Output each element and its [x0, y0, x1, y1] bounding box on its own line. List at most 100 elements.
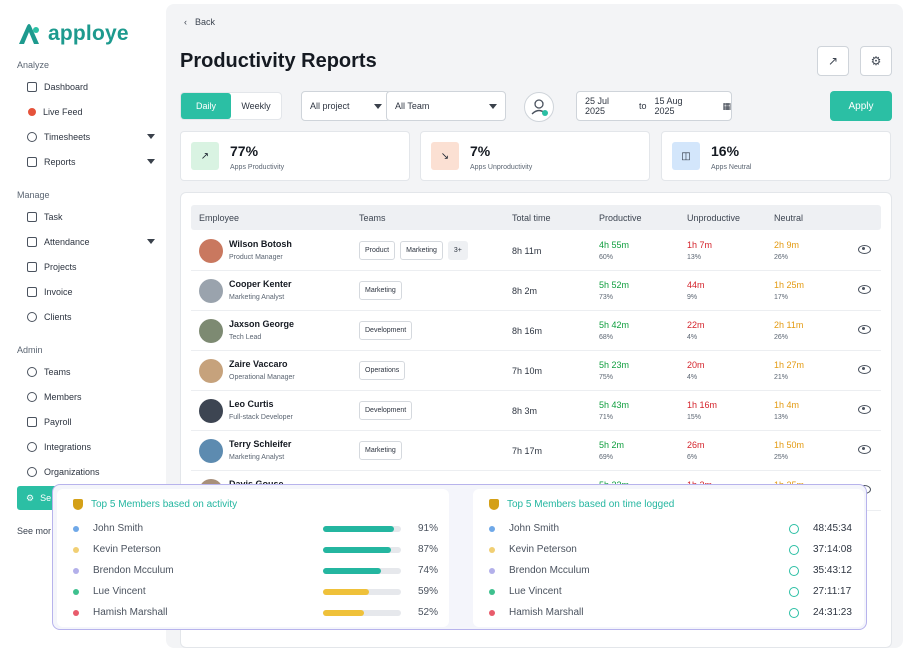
table-row: Terry Schleifer Marketing Analyst Marketin…	[191, 431, 881, 471]
chevron-down-icon	[147, 239, 155, 244]
members-icon	[27, 392, 37, 402]
stat-card-unproductivity: ↘ 7% Apps Unproductivity	[420, 131, 650, 181]
productive-cell: 4h 55m 60%	[599, 240, 630, 261]
eye-icon[interactable]	[858, 365, 871, 374]
eye-icon[interactable]	[858, 285, 871, 294]
user-icon	[531, 99, 548, 116]
clock-icon	[789, 587, 799, 597]
list-item: Lue Vincent 27:11:17	[489, 586, 851, 600]
sidebar-item-task[interactable]: Task	[27, 208, 157, 226]
payroll-icon	[27, 417, 37, 427]
employee-role: Tech Lead	[229, 334, 262, 341]
activity-bar-fill	[323, 589, 370, 595]
total-time: 8h 16m	[512, 326, 543, 336]
productive-cell: 5h 23m 75%	[599, 360, 630, 381]
team-chip: Marketing	[400, 241, 443, 260]
employee-name[interactable]: Terry Schleifer	[229, 439, 292, 449]
unproductive-cell: 22m 4%	[687, 320, 705, 341]
see-more-link[interactable]: See mor	[17, 526, 52, 536]
team-chips: Operations	[359, 361, 406, 380]
sidebar-item-organizations[interactable]: Organizations	[27, 463, 157, 481]
date-range-picker[interactable]: 25 Jul 2025 to 15 Aug 2025 ▦	[576, 91, 732, 121]
list-item: Brendon Mcculum 74%	[73, 565, 438, 579]
apply-button[interactable]: Apply	[830, 91, 892, 121]
avatar	[199, 399, 223, 423]
unproductive-cell: 26m 6%	[687, 440, 705, 461]
team-chip: Operations	[359, 361, 406, 380]
clock-icon	[789, 545, 799, 555]
eye-icon[interactable]	[858, 245, 871, 254]
project-dropdown[interactable]: All project	[301, 91, 391, 121]
weekly-tab[interactable]: Weekly	[241, 101, 271, 111]
stat-card-productivity: ↗ 77% Apps Productivity	[180, 131, 410, 181]
team-chips: Development	[359, 401, 413, 420]
unproductive-cell: 1h 16m 15%	[687, 400, 718, 421]
activity-title: Top 5 Members based on activity	[73, 499, 237, 510]
activity-bar	[323, 610, 401, 616]
sidebar-item-payroll[interactable]: Payroll	[27, 413, 157, 431]
eye-icon[interactable]	[858, 325, 871, 334]
team-chips: Product Marketing 3+	[359, 241, 468, 260]
trend-up-icon: ↗	[191, 142, 219, 170]
calendar-icon: ▦	[722, 100, 731, 111]
activity-bar-fill	[323, 568, 381, 574]
table-row: Leo Curtis Full-stack Developer Developmen…	[191, 391, 881, 431]
eye-icon[interactable]	[858, 405, 871, 414]
report-icon	[27, 157, 37, 167]
team-chip: 3+	[447, 241, 468, 260]
list-item: Brendon Mcculum 35:43:12	[489, 565, 852, 579]
employee-name[interactable]: Jaxson George	[229, 319, 295, 329]
avatar	[199, 319, 223, 343]
daily-tab[interactable]: Daily	[181, 93, 231, 119]
team-chips: Marketing	[359, 281, 402, 300]
neutral-cell: 1h 50m 25%	[774, 440, 805, 461]
page-title: Productivity Reports	[180, 50, 377, 72]
employee-name[interactable]: Zaire Vaccaro	[229, 359, 288, 369]
list-item: John Smith 48:45:34	[489, 523, 852, 537]
clock-icon	[27, 132, 37, 142]
dashboard-icon	[27, 82, 37, 92]
back-link[interactable]: ‹ Back	[184, 17, 216, 27]
sidebar-item-dashboard[interactable]: Dashboard	[27, 78, 157, 96]
sidebar-item-reports[interactable]: Reports	[27, 153, 157, 171]
chevron-down-icon	[147, 159, 155, 164]
employee-name[interactable]: Wilson Botosh	[229, 239, 292, 249]
employee-name[interactable]: Leo Curtis	[229, 399, 274, 409]
clients-icon	[27, 312, 37, 322]
settings-button[interactable]: ⚙	[860, 46, 892, 76]
brand-logo[interactable]: apploye	[16, 22, 129, 46]
unproductive-cell: 44m 9%	[687, 280, 705, 301]
list-item: Kevin Peterson 37:14:08	[489, 544, 852, 558]
sidebar-item-timesheets[interactable]: Timesheets	[27, 128, 157, 146]
neutral-cell: 1h 27m 21%	[774, 360, 805, 381]
stat-card-neutral: ◫ 16% Apps Neutral	[661, 131, 891, 181]
sidebar-item-integrations[interactable]: Integrations	[27, 438, 157, 456]
calendar-icon	[27, 237, 37, 247]
employee-name[interactable]: Cooper Kenter	[229, 279, 292, 289]
bullet-icon	[489, 589, 495, 595]
trophy-icon	[73, 499, 83, 510]
sidebar-item-clients[interactable]: Clients	[27, 308, 157, 326]
bullet-icon	[73, 589, 79, 595]
table-row: Zaire Vaccaro Operational Manager Operatio…	[191, 351, 881, 391]
time-panel: Top 5 Members based on time logged John …	[473, 489, 864, 627]
productive-cell: 5h 43m 71%	[599, 400, 630, 421]
avatar	[199, 359, 223, 383]
user-filter-button[interactable]	[524, 92, 554, 122]
sidebar-item-attendance[interactable]: Attendance	[27, 233, 157, 251]
sidebar-item-members[interactable]: Members	[27, 388, 157, 406]
team-chip: Marketing	[359, 441, 402, 460]
productive-cell: 5h 52m 73%	[599, 280, 630, 301]
neutral-cell: 2h 9m 26%	[774, 240, 800, 261]
export-button[interactable]: ↗	[817, 46, 849, 76]
trend-down-icon: ↘	[431, 142, 459, 170]
sidebar-item-teams[interactable]: Teams	[27, 363, 157, 381]
productive-cell: 5h 42m 68%	[599, 320, 630, 341]
sidebar-item-projects[interactable]: Projects	[27, 258, 157, 276]
eye-icon[interactable]	[858, 445, 871, 454]
team-dropdown[interactable]: All Team	[386, 91, 506, 121]
table-row: Jaxson George Tech Lead Development 8h 16m 5…	[191, 311, 881, 351]
bullet-icon	[73, 526, 79, 532]
sidebar-item-invoice[interactable]: Invoice	[27, 283, 157, 301]
sidebar-item-live-feed[interactable]: Live Feed	[27, 103, 157, 121]
